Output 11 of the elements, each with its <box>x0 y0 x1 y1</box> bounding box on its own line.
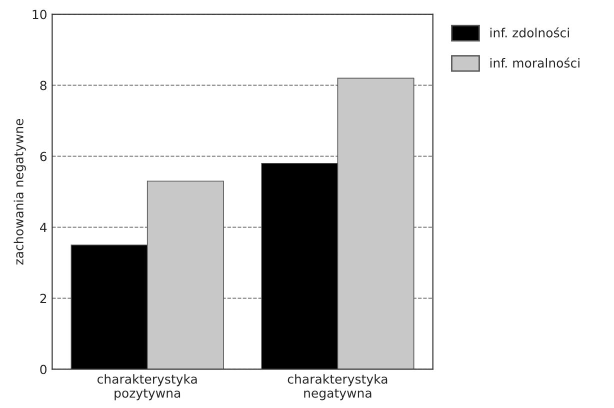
x-tick-label: charakterystyka pozytywna <box>97 374 197 400</box>
y-tick-label: 8 <box>40 80 46 90</box>
legend-label: inf. zdolności <box>490 27 569 38</box>
x-tick-label: charakterystyka negatywna <box>288 374 388 400</box>
y-tick-label: 4 <box>40 222 47 232</box>
y-tick-label: 10 <box>32 10 46 20</box>
legend-label: inf. moralności <box>490 58 580 68</box>
y-tick-label: 6 <box>40 152 47 162</box>
y-axis-title: zachowania negatywne <box>14 118 26 265</box>
y-tick-label: 2 <box>40 294 46 303</box>
y-tick-label: 0 <box>40 364 46 374</box>
